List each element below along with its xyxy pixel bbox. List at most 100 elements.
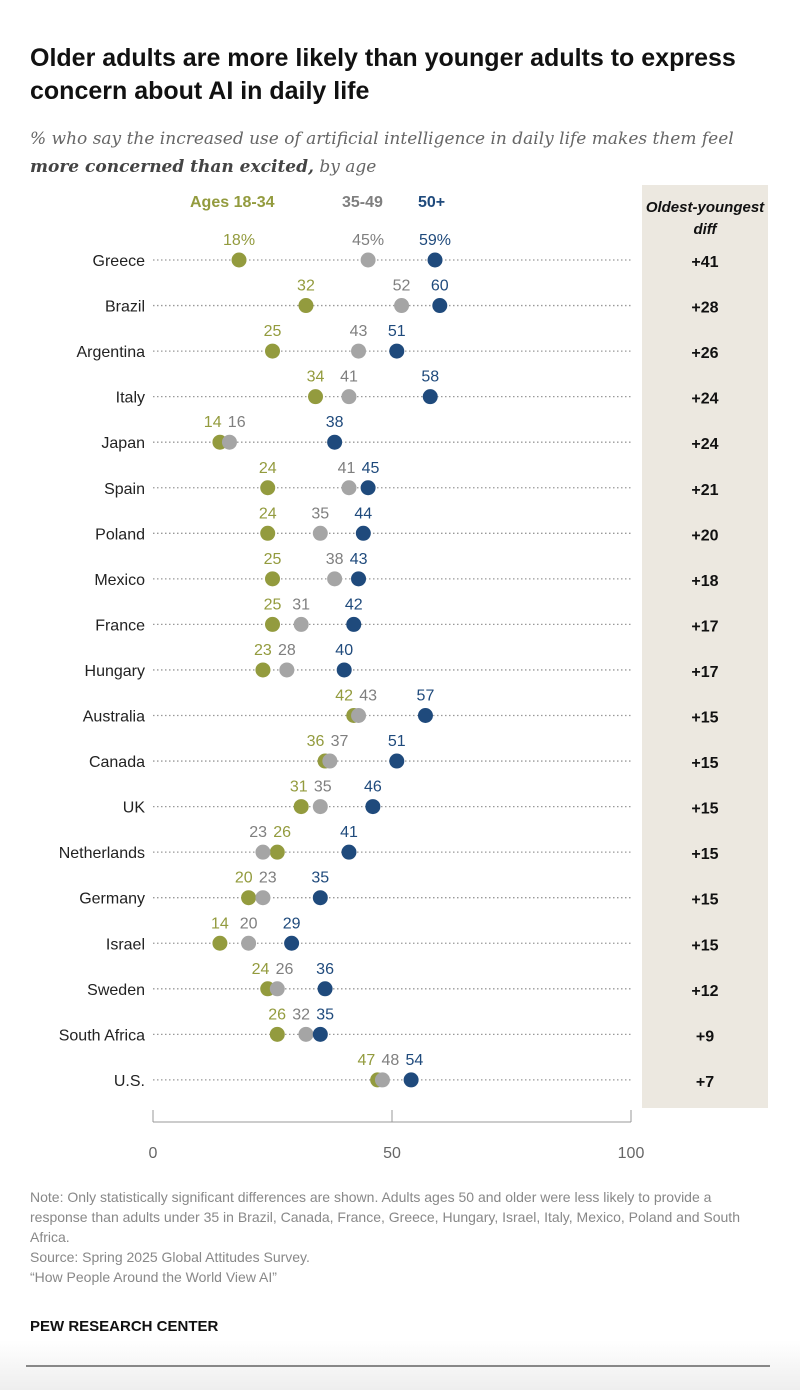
value-label-young: 25	[264, 551, 282, 568]
country-label: Netherlands	[59, 845, 145, 862]
value-label-old: 60	[431, 278, 449, 295]
dot-young	[298, 298, 314, 314]
diff-value: +15	[691, 892, 718, 909]
value-label-middle: 26	[276, 961, 294, 978]
dot-middle	[327, 571, 343, 587]
country-label: France	[95, 617, 145, 634]
value-label-young: 26	[268, 1006, 286, 1023]
dot-middle	[312, 525, 328, 541]
value-label-old: 46	[364, 779, 382, 796]
value-label-old: 41	[340, 824, 358, 841]
diff-value: +24	[691, 391, 718, 408]
value-label-young: 24	[252, 961, 270, 978]
value-label-young: 32	[297, 278, 315, 295]
value-label-middle: 48	[382, 1052, 400, 1069]
dot-middle	[341, 480, 357, 496]
dot-middle	[351, 343, 367, 359]
value-label-middle: 16	[228, 414, 246, 431]
value-label-old: 38	[326, 414, 344, 431]
value-label-young: 24	[259, 505, 277, 522]
diff-value: +28	[691, 300, 718, 317]
diff-value: +21	[691, 482, 718, 499]
value-label-middle: 31	[292, 596, 310, 613]
value-label-young: 25	[264, 323, 282, 340]
dot-middle	[298, 1026, 314, 1042]
dot-young	[231, 252, 247, 268]
value-label-young: 42	[335, 688, 353, 705]
dot-middle	[293, 616, 309, 632]
dot-old	[432, 298, 448, 314]
value-label-old: 36	[316, 961, 334, 978]
value-label-old: 44	[354, 505, 372, 522]
value-label-middle: 37	[331, 733, 349, 750]
value-label-middle: 41	[340, 369, 358, 386]
value-label-middle: 43	[350, 323, 368, 340]
country-label: Germany	[79, 891, 145, 908]
diff-value: +15	[691, 846, 718, 863]
value-label-young: 31	[290, 779, 308, 796]
value-label-old: 29	[283, 915, 301, 932]
value-label-young: 14	[211, 915, 229, 932]
dot-old	[346, 616, 362, 632]
dot-middle	[255, 844, 271, 860]
country-label: Hungary	[85, 663, 145, 680]
value-label-middle: 35	[314, 779, 332, 796]
dot-middle	[279, 662, 295, 678]
value-label-young: 26	[273, 824, 291, 841]
value-label-old: 51	[388, 323, 406, 340]
value-label-young: 24	[259, 460, 277, 477]
dot-old	[389, 753, 405, 769]
legend-young: Ages 18-34	[190, 194, 275, 211]
diff-value: +15	[691, 755, 718, 772]
dot-middle	[312, 799, 328, 815]
diff-value: +41	[691, 254, 718, 271]
country-label: Italy	[116, 390, 145, 407]
dot-young	[269, 1026, 285, 1042]
diff-value: +9	[696, 1028, 714, 1045]
dot-middle	[351, 708, 367, 723]
dot-old	[284, 935, 300, 951]
diff-value: +17	[691, 618, 718, 635]
dot-middle	[241, 935, 257, 951]
value-label-young: 14	[204, 414, 222, 431]
dot-old	[427, 252, 443, 268]
dot-young	[260, 525, 276, 541]
diff-value: +15	[691, 710, 718, 727]
subtitle-suffix: by age	[313, 157, 377, 177]
dot-old	[422, 389, 438, 405]
diff-value: +18	[691, 573, 718, 590]
diff-value: +7	[696, 1074, 714, 1091]
value-label-old: 59%	[419, 232, 451, 249]
diff-value: +20	[691, 527, 718, 544]
value-label-old: 35	[311, 870, 329, 887]
legend-middle: 35-49	[342, 194, 383, 211]
dot-young	[308, 389, 324, 405]
value-label-young: 18%	[223, 232, 255, 249]
country-label: South Africa	[59, 1027, 145, 1044]
diff-value: +15	[691, 937, 718, 954]
subtitle-text: % who say the increased use of artificia…	[30, 129, 734, 149]
value-label-young: 23	[254, 642, 272, 659]
dot-old	[351, 571, 367, 587]
country-label: Israel	[106, 936, 145, 953]
country-label: Japan	[101, 435, 145, 452]
dot-young	[241, 890, 257, 906]
dot-old	[360, 480, 376, 496]
diff-header: Oldest-youngest diff	[645, 199, 765, 238]
dot-middle	[269, 981, 285, 997]
diff-panel	[642, 185, 768, 1108]
note-text: Note: Only statistically significant dif…	[30, 1189, 740, 1245]
country-label: Spain	[104, 481, 145, 498]
subtitle-emphasis: more concerned than excited,	[30, 157, 314, 177]
country-label: Mexico	[94, 572, 145, 589]
value-label-old: 35	[316, 1006, 334, 1023]
legend-old: 50+	[418, 194, 446, 211]
dot-young	[260, 480, 276, 496]
value-label-old: 40	[335, 642, 353, 659]
dot-young	[269, 844, 285, 860]
dot-young	[212, 935, 228, 951]
dot-middle	[394, 298, 410, 314]
dot-old	[365, 799, 381, 815]
value-label-middle: 23	[259, 870, 277, 887]
